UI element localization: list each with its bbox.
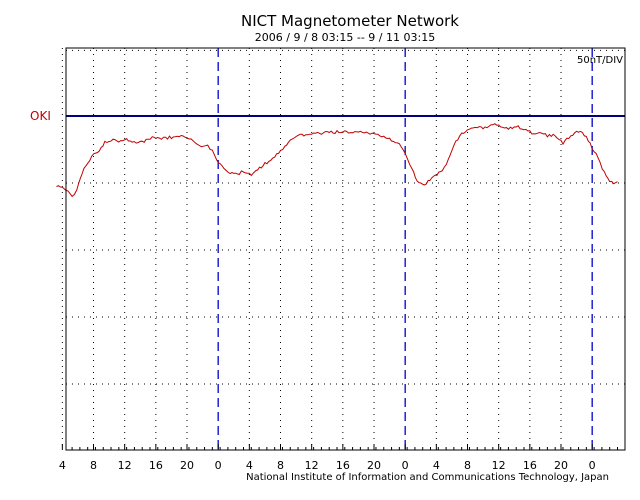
x-ticks: 4 8 12 16 20 0 4 8 12 16 20 0 4 8 12 16 20 0: [59, 444, 619, 472]
x-tick-label-9: 16: [336, 459, 350, 472]
x-tick-label-5: 0: [215, 459, 222, 472]
x-tick-label-2: 12: [118, 459, 132, 472]
x-tick-label-4: 20: [180, 459, 194, 472]
chart-subtitle: 2006 / 9 / 8 03:15 -- 9 / 11 03:15: [254, 31, 436, 44]
x-tick-label-10: 20: [367, 459, 381, 472]
x-tick-label-6: 4: [246, 459, 253, 472]
credit-text: National Institute of Information and Co…: [246, 472, 609, 483]
x-tick-label-17: 0: [589, 459, 596, 472]
scale-label: 50nT/DIV: [577, 55, 623, 66]
x-tick-label-8: 12: [305, 459, 319, 472]
x-tick-label-14: 12: [492, 459, 506, 472]
x-tick-label-0: 4: [59, 459, 66, 472]
x-tick-label-3: 16: [149, 459, 163, 472]
x-tick-label-12: 4: [433, 459, 440, 472]
station-label-oki: OKI: [30, 109, 51, 123]
grid-lines: [61, 48, 625, 450]
plot-frame: [65, 47, 626, 451]
chart-title: NICT Magnetometer Network: [240, 12, 459, 30]
midnight-markers: [217, 48, 593, 450]
x-tick-label-13: 8: [464, 459, 471, 472]
x-tick-label-7: 8: [277, 459, 284, 472]
x-tick-label-16: 20: [554, 459, 568, 472]
x-tick-label-11: 0: [402, 459, 409, 472]
x-tick-label-1: 8: [90, 459, 97, 472]
series-line-oki: [56, 123, 618, 198]
x-tick-label-15: 16: [523, 459, 537, 472]
